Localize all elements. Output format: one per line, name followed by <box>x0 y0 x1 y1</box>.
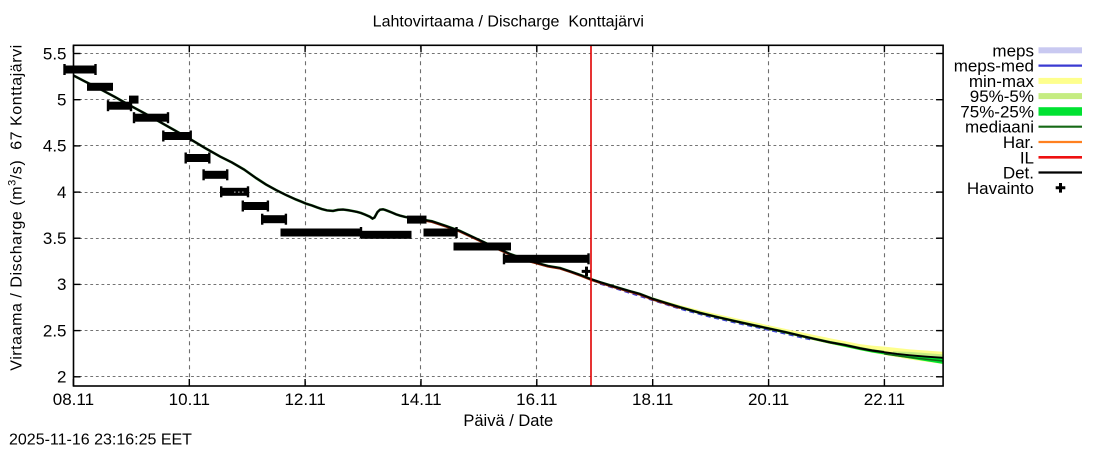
svg-text:20.11: 20.11 <box>748 390 789 409</box>
svg-text:14.11: 14.11 <box>400 390 441 409</box>
svg-text:16.11: 16.11 <box>516 390 557 409</box>
svg-text:75%-25%: 75%-25% <box>960 102 1034 121</box>
svg-text:meps: meps <box>992 41 1034 60</box>
svg-text:18.11: 18.11 <box>632 390 673 409</box>
svg-text:2: 2 <box>57 368 66 387</box>
svg-text:4: 4 <box>57 183 66 202</box>
svg-text:4.5: 4.5 <box>43 137 67 156</box>
svg-text:meps-med: meps-med <box>954 57 1034 76</box>
svg-text:10.11: 10.11 <box>169 390 210 409</box>
svg-text:Virtaama / Discharge (m3/s) 6: Virtaama / Discharge (m3/s) 67 Konttajär… <box>7 44 26 370</box>
svg-text:IL: IL <box>1020 148 1034 167</box>
svg-text:5: 5 <box>57 91 66 110</box>
svg-text:3.5: 3.5 <box>43 229 67 248</box>
svg-text:22.11: 22.11 <box>864 390 905 409</box>
svg-text:Har.: Har. <box>1003 133 1034 152</box>
svg-text:2025-11-16 23:16:25 EET: 2025-11-16 23:16:25 EET <box>9 432 192 449</box>
svg-text:Det.: Det. <box>1003 164 1034 183</box>
svg-text:min-max: min-max <box>969 72 1035 91</box>
svg-text:95%-5%: 95%-5% <box>970 87 1034 106</box>
svg-text:5.5: 5.5 <box>43 44 67 63</box>
svg-text:Havainto: Havainto <box>967 179 1034 198</box>
svg-text:2.5: 2.5 <box>43 321 67 340</box>
svg-text:08.11: 08.11 <box>53 390 94 409</box>
svg-text:3: 3 <box>57 275 66 294</box>
svg-text:mediaani: mediaani <box>965 118 1034 137</box>
svg-text:12.11: 12.11 <box>284 390 325 409</box>
svg-text:Lahtovirtaama / Discharge Kon: Lahtovirtaama / Discharge Konttajärvi <box>373 14 644 31</box>
svg-text:Päivä / Date: Päivä / Date <box>463 412 553 430</box>
